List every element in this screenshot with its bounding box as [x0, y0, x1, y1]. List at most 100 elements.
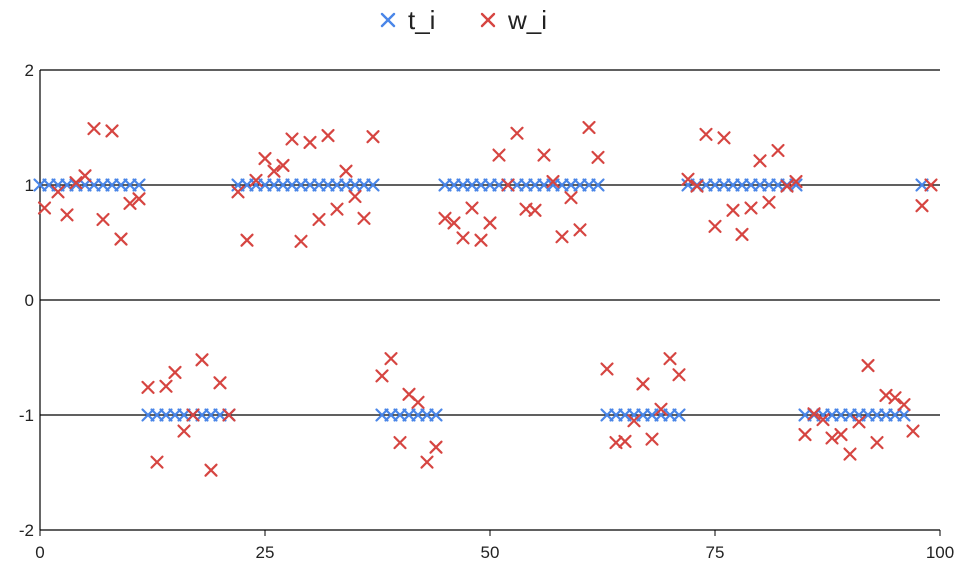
point-t-i-23	[240, 178, 254, 192]
point-t-i-19	[204, 408, 218, 422]
point-w-i-5	[87, 122, 101, 136]
point-t-i-8	[105, 178, 119, 192]
point-w-i-12	[150, 455, 164, 469]
point-w-i-25	[267, 164, 281, 178]
point-w-i-39	[393, 436, 407, 450]
point-w-i-70	[672, 368, 686, 382]
point-w-i-30	[312, 212, 326, 227]
point-t-i-97	[915, 178, 929, 192]
point-w-i-67	[645, 432, 659, 446]
point-w-i-10	[132, 192, 146, 206]
point-w-i-32	[330, 202, 344, 216]
point-t-i-33	[330, 178, 344, 192]
point-t-i-76	[717, 178, 731, 192]
point-t-i-69	[654, 408, 668, 422]
point-w-i-72	[690, 179, 704, 193]
point-w-i-97	[915, 199, 929, 213]
point-t-i-32	[321, 178, 335, 192]
point-w-i-41	[411, 395, 425, 409]
point-t-i-31	[312, 178, 326, 192]
point-t-i-50	[483, 178, 497, 192]
point-t-i-42	[411, 408, 425, 422]
point-w-i-90	[852, 415, 866, 429]
point-t-i-27	[276, 178, 290, 192]
point-t-i-75	[708, 178, 722, 192]
point-w-i-38	[384, 352, 398, 366]
point-t-i-41	[402, 408, 416, 422]
point-t-i-93	[870, 408, 884, 422]
point-t-i-77	[726, 178, 740, 192]
point-t-i-70	[663, 408, 677, 422]
point-t-i-63	[600, 408, 614, 422]
point-t-i-56	[537, 178, 551, 192]
point-w-i-86	[816, 413, 830, 427]
point-t-i-90	[843, 408, 857, 422]
point-t-i-59	[564, 178, 578, 192]
point-t-i-47	[456, 178, 470, 192]
point-t-i-35	[348, 178, 362, 192]
point-t-i-15	[168, 408, 182, 422]
point-w-i-89	[843, 447, 857, 461]
point-w-i-74	[708, 219, 722, 233]
point-w-i-57	[555, 230, 569, 244]
point-w-i-71	[681, 172, 695, 186]
point-t-i-46	[447, 178, 461, 192]
point-t-i-60	[573, 178, 587, 192]
point-w-i-11	[141, 380, 155, 394]
legend-marker-t-i	[380, 12, 396, 28]
x-tick-label: 25	[256, 543, 275, 562]
point-t-i-48	[465, 178, 479, 192]
point-t-i-20	[213, 408, 227, 422]
point-t-i-34	[339, 178, 353, 192]
point-w-i-76	[726, 203, 740, 217]
point-w-i-91	[861, 358, 875, 373]
point-w-i-29	[303, 135, 317, 150]
point-w-i-64	[618, 434, 632, 449]
point-t-i-14	[159, 408, 173, 422]
point-w-i-73	[699, 127, 713, 141]
y-tick-label: 0	[25, 291, 34, 310]
point-t-i-96	[897, 408, 911, 422]
point-w-i-0	[37, 201, 52, 215]
point-w-i-82	[780, 179, 794, 193]
point-t-i-0	[33, 178, 47, 192]
point-w-i-79	[753, 154, 767, 168]
point-w-i-26	[276, 158, 290, 173]
y-tick-label: -2	[19, 521, 34, 540]
point-w-i-50	[492, 148, 506, 162]
point-t-i-18	[195, 408, 209, 422]
y-tick-label: -1	[19, 406, 34, 425]
point-w-i-8	[114, 232, 128, 246]
point-t-i-24	[249, 178, 263, 192]
point-t-i-67	[636, 408, 650, 422]
point-t-i-39	[384, 408, 398, 422]
point-w-i-49	[483, 216, 497, 230]
x-tick-label: 50	[481, 543, 500, 562]
point-t-i-66	[627, 408, 641, 422]
point-w-i-68	[654, 402, 668, 416]
point-w-i-21	[231, 185, 245, 199]
point-w-i-44	[438, 211, 452, 225]
point-t-i-26	[267, 178, 281, 192]
point-w-i-78	[744, 201, 758, 215]
point-t-i-10	[123, 178, 137, 192]
point-w-i-47	[465, 201, 479, 215]
point-w-i-55	[537, 148, 551, 162]
point-t-i-71	[672, 408, 686, 422]
point-w-i-95	[897, 398, 911, 412]
point-t-i-80	[753, 178, 767, 192]
point-t-i-1	[42, 178, 56, 192]
point-w-i-92	[870, 436, 884, 450]
point-w-i-61	[591, 150, 605, 164]
point-w-i-15	[177, 424, 191, 438]
point-w-i-88	[834, 427, 848, 442]
point-w-i-52	[510, 126, 524, 140]
point-w-i-83	[789, 174, 803, 189]
point-w-i-6	[96, 212, 110, 227]
point-t-i-88	[825, 408, 839, 422]
point-t-i-29	[294, 178, 308, 192]
point-w-i-33	[339, 164, 353, 178]
point-t-i-9	[114, 178, 128, 192]
x-tick-label: 100	[926, 543, 954, 562]
